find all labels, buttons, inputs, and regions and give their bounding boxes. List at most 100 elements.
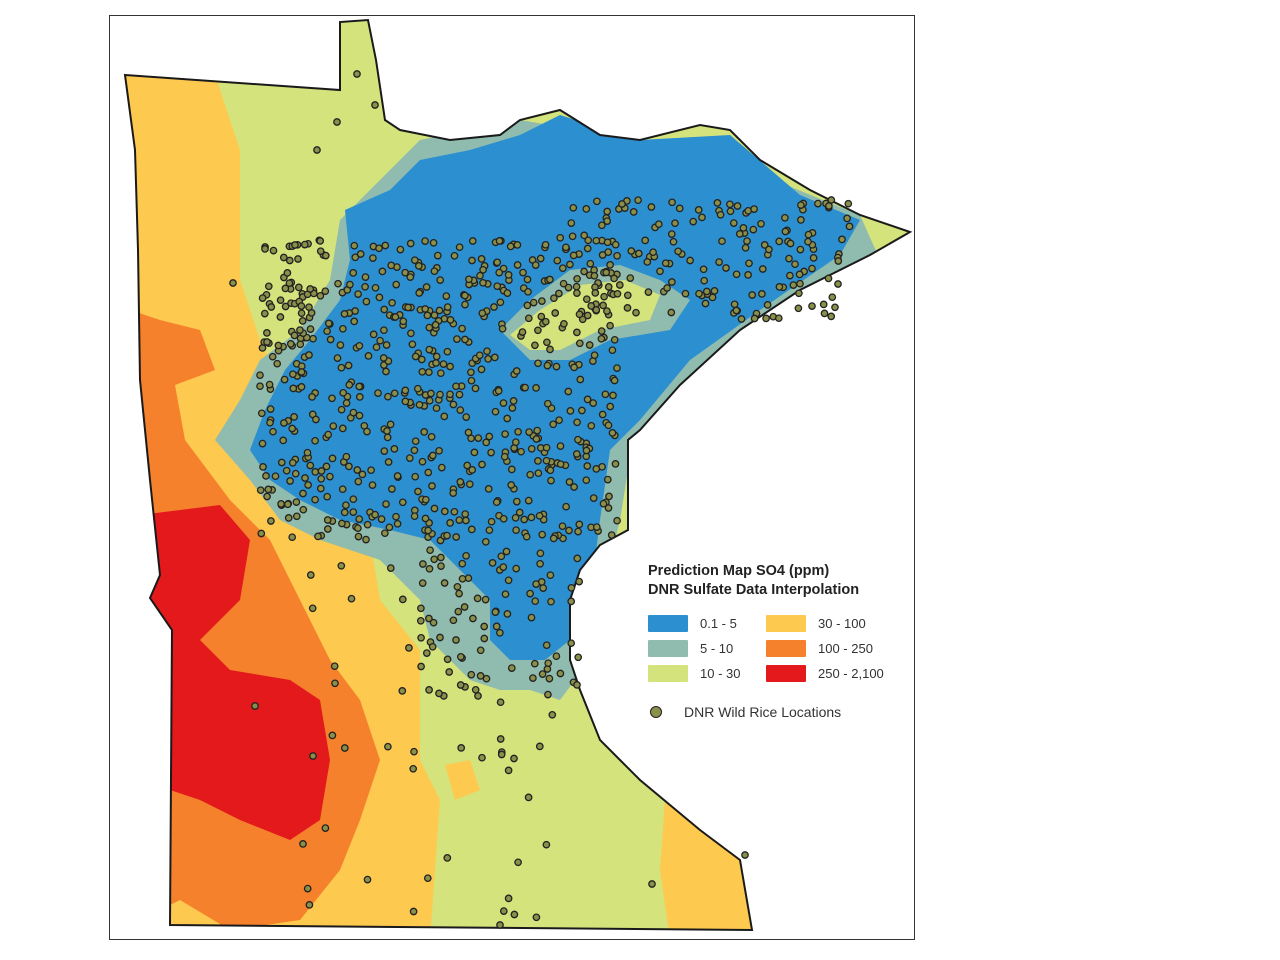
wild-rice-point [582, 205, 591, 213]
wild-rice-point [384, 458, 393, 466]
wild-rice-point [534, 457, 542, 465]
wild-rice-point [521, 383, 529, 392]
wild-rice-point [384, 742, 392, 751]
wild-rice-point [582, 446, 591, 455]
wild-rice-point [432, 359, 440, 367]
wild-rice-point [488, 559, 497, 567]
wild-rice-point [536, 254, 545, 263]
wild-rice-point [425, 614, 433, 623]
wild-rice-point [458, 324, 466, 333]
wild-rice-point [544, 690, 552, 699]
wild-rice-point [797, 201, 805, 209]
wild-rice-point [299, 840, 307, 848]
wild-rice-point [269, 427, 277, 436]
wild-rice-point [425, 323, 434, 332]
wild-rice-point [541, 240, 550, 249]
wild-rice-point [674, 247, 682, 256]
wild-rice-point [532, 913, 541, 922]
wild-rice-point [305, 901, 314, 909]
wild-rice-point [504, 894, 513, 903]
wild-rice-point [469, 614, 477, 623]
wild-rice-point [537, 312, 546, 321]
wild-rice-point [661, 259, 670, 268]
wild-rice-point [322, 462, 331, 471]
wild-rice-point [355, 341, 364, 350]
wild-rice-point [349, 495, 358, 504]
wild-rice-point [527, 613, 536, 622]
wild-rice-point [283, 269, 292, 277]
wild-rice-point [292, 512, 301, 521]
wild-rice-point [827, 312, 836, 321]
wild-rice-point [599, 301, 607, 310]
wild-rice-point [566, 260, 574, 269]
wild-rice-point [634, 196, 642, 205]
wild-rice-point [804, 230, 813, 239]
wild-rice-point [495, 268, 504, 277]
wild-rice-point [556, 460, 565, 469]
wild-rice-point [575, 520, 584, 529]
wild-rice-point [309, 752, 317, 760]
wild-rice-point [512, 497, 521, 506]
wild-rice-point [494, 387, 503, 395]
wild-rice-point [500, 452, 509, 461]
wild-rice-point [478, 309, 487, 318]
wild-rice-point [306, 325, 315, 333]
wild-rice-point [307, 309, 316, 317]
wild-rice-point [382, 341, 391, 349]
wild-rice-point [388, 485, 396, 493]
wild-rice-point [686, 256, 694, 265]
wild-rice-point [589, 494, 598, 502]
wild-rice-point [456, 478, 465, 486]
wild-rice-point [311, 495, 319, 504]
wild-rice-point [592, 236, 601, 245]
wild-rice-point [468, 256, 476, 265]
wild-rice-point [330, 662, 339, 671]
wild-rice-point [435, 306, 444, 315]
wild-rice-point [794, 304, 803, 313]
wild-rice-point [229, 279, 237, 287]
wild-rice-point [428, 642, 437, 651]
wild-rice-point [471, 384, 480, 393]
wild-rice-point [452, 636, 460, 644]
wild-rice-point [418, 367, 427, 376]
wild-rice-point [584, 236, 593, 245]
wild-rice-point [512, 526, 520, 535]
wild-rice-point [376, 336, 384, 345]
wild-rice-point [363, 520, 372, 529]
wild-rice-point [334, 279, 342, 288]
wild-rice-point [375, 244, 383, 253]
wild-rice-point [443, 303, 452, 311]
wild-rice-point [493, 282, 502, 291]
wild-rice-point [281, 302, 290, 311]
wild-rice-point [405, 454, 414, 462]
wild-rice-point [467, 670, 476, 679]
wild-rice-point [405, 644, 413, 652]
wild-rice-point [481, 595, 490, 604]
wild-rice-point [481, 537, 490, 546]
wild-rice-point [328, 731, 337, 740]
wild-rice-point [626, 274, 635, 282]
wild-rice-point [513, 241, 522, 249]
wild-rice-point [311, 436, 319, 445]
wild-rice-point [424, 526, 432, 535]
wild-rice-point [483, 347, 491, 356]
wild-rice-point [342, 399, 351, 407]
wild-rice-point [364, 352, 373, 360]
wild-rice-point [414, 487, 422, 496]
wild-rice-point [647, 203, 656, 211]
wild-rice-point [508, 404, 517, 412]
wild-rice-point [280, 419, 288, 427]
wild-rice-point [314, 532, 322, 541]
wild-rice-point [564, 387, 573, 396]
wild-rice-point [741, 851, 749, 859]
wild-rice-point [531, 597, 540, 606]
wild-rice-point [496, 298, 505, 307]
wild-rice-point [689, 217, 698, 226]
wild-rice-point [586, 259, 595, 268]
wild-rice-point [354, 477, 363, 486]
wild-rice-point [603, 475, 612, 484]
wild-rice-point [795, 270, 804, 279]
wild-rice-point [463, 461, 472, 470]
wild-rice-point [718, 237, 726, 246]
wild-rice-point [274, 341, 283, 350]
